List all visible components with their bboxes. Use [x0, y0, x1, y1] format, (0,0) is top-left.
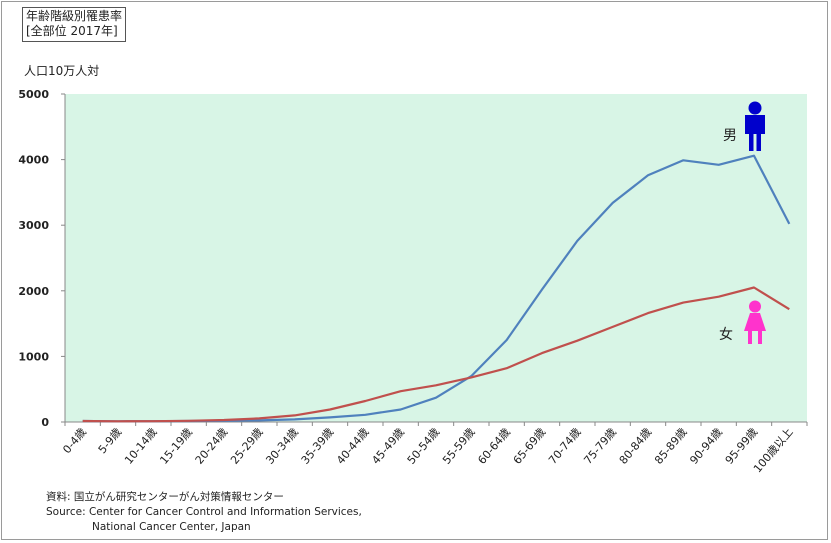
source-line-2: Source: Center for Cancer Control and In… — [46, 506, 362, 518]
plot-area — [65, 94, 807, 422]
y-tick-label: 0 — [41, 416, 49, 429]
x-tick-label: 40-44歳 — [334, 426, 372, 467]
x-axis-ticks: 0-4歳 5-9歳10-14歳15-19歳20-24歳25-29歳30-34歳35… — [60, 422, 808, 475]
x-tick-label: 25-29歳 — [228, 426, 266, 467]
x-tick-label: 50-54歳 — [405, 426, 443, 467]
series-lines — [82, 154, 791, 423]
x-tick-label: 70-74歳 — [546, 426, 584, 467]
y-tick-label: 5000 — [18, 88, 49, 101]
x-tick-label: 5-9歳 — [96, 426, 125, 457]
y-axis-ticks: 0 1000 2000 3000 4000 5000 — [18, 88, 65, 429]
x-tick-label: 10-14歳 — [122, 426, 160, 467]
x-tick-label: 15-19歳 — [157, 426, 195, 467]
male-series-label: 男 — [723, 128, 737, 144]
source-line-1: 資料: 国立がん研究センターがん対策情報センター — [46, 491, 284, 503]
x-tick-label: 60-64歳 — [475, 426, 513, 467]
x-tick-label: 85-89歳 — [652, 426, 690, 467]
chart-title: 年齢階級別罹患率 [全部位 2017年] — [22, 7, 127, 42]
x-tick-label: 55-59歳 — [440, 426, 478, 467]
y-axis-unit-label: 人口10万人対 — [24, 64, 100, 78]
chart-title-line-2: [全部位 2017年] — [26, 24, 118, 38]
female-person-icon — [744, 300, 766, 344]
male-person-icon — [745, 101, 765, 151]
x-tick-label: 45-49歳 — [369, 426, 407, 467]
x-tick-label: 80-84歳 — [617, 426, 655, 467]
female-series-line — [82, 286, 790, 423]
x-tick-label: 95-99歳 — [723, 426, 761, 467]
x-tick-label: 20-24歳 — [193, 426, 231, 467]
chart-title-line-1: 年齢階級別罹患率 — [26, 9, 123, 23]
y-tick-label: 1000 — [18, 350, 49, 363]
source-note: 資料: 国立がん研究センターがん対策情報センター Source: Center … — [46, 490, 362, 535]
y-tick-label: 3000 — [18, 219, 49, 232]
x-tick-label: 35-39歳 — [299, 426, 337, 467]
x-tick-label: 30-34歳 — [263, 426, 301, 467]
source-line-3: National Cancer Center, Japan — [92, 521, 251, 533]
female-series-label: 女 — [719, 326, 733, 343]
x-tick-label: 0-4歳 — [60, 426, 89, 457]
x-tick-label: 65-69歳 — [511, 426, 549, 467]
x-tick-label: 75-79歳 — [581, 426, 619, 467]
y-tick-label: 2000 — [18, 285, 49, 298]
x-tick-label: 90-94歳 — [687, 426, 725, 467]
y-tick-label: 4000 — [18, 154, 49, 167]
